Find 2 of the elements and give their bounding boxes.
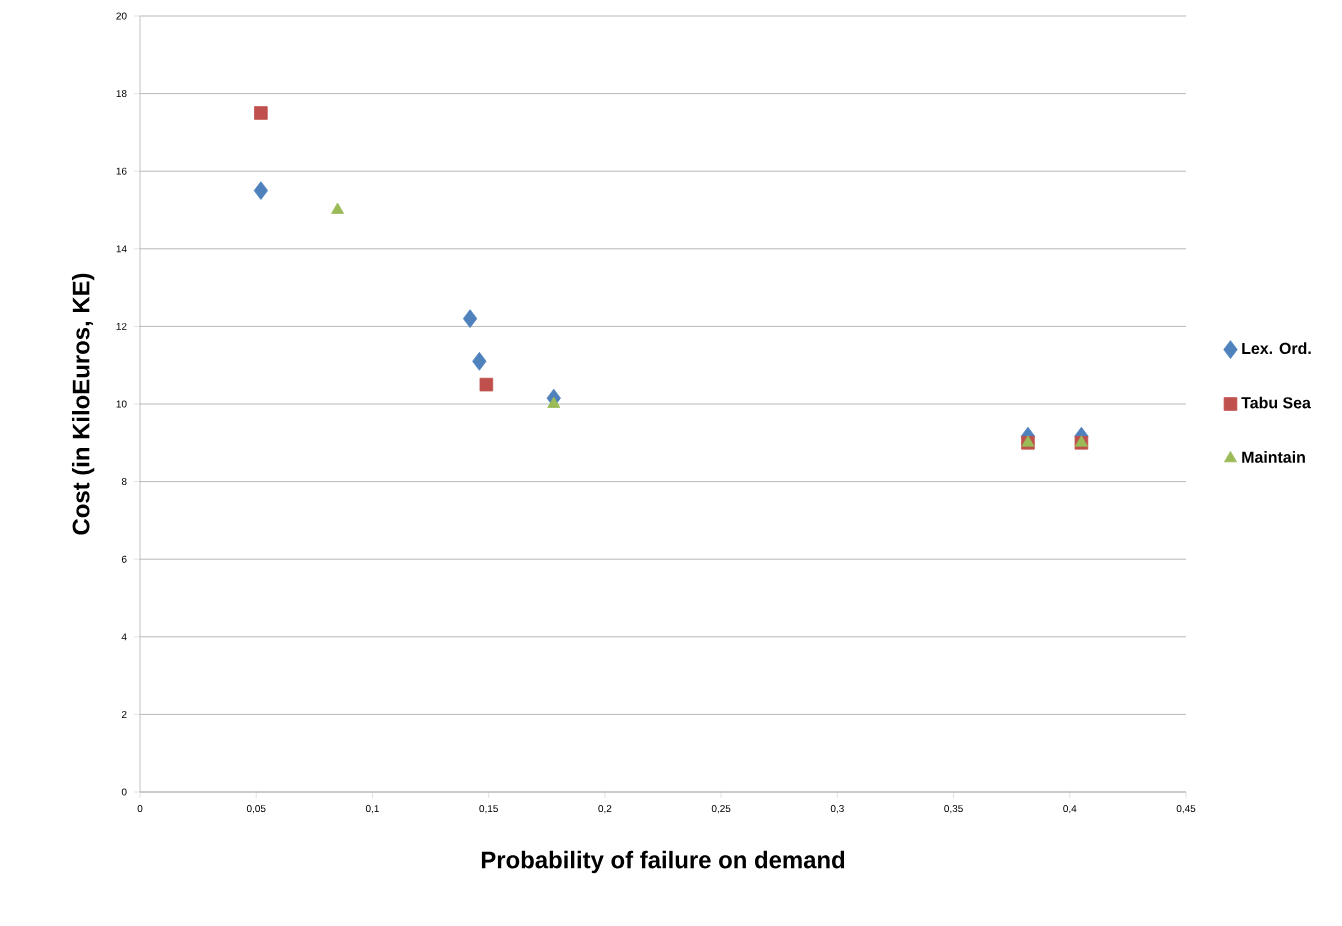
x-axis-title: Probability of failure on demand [481,850,845,874]
y-axis-title: Cost (in KiloEuros, KE) [71,273,95,535]
